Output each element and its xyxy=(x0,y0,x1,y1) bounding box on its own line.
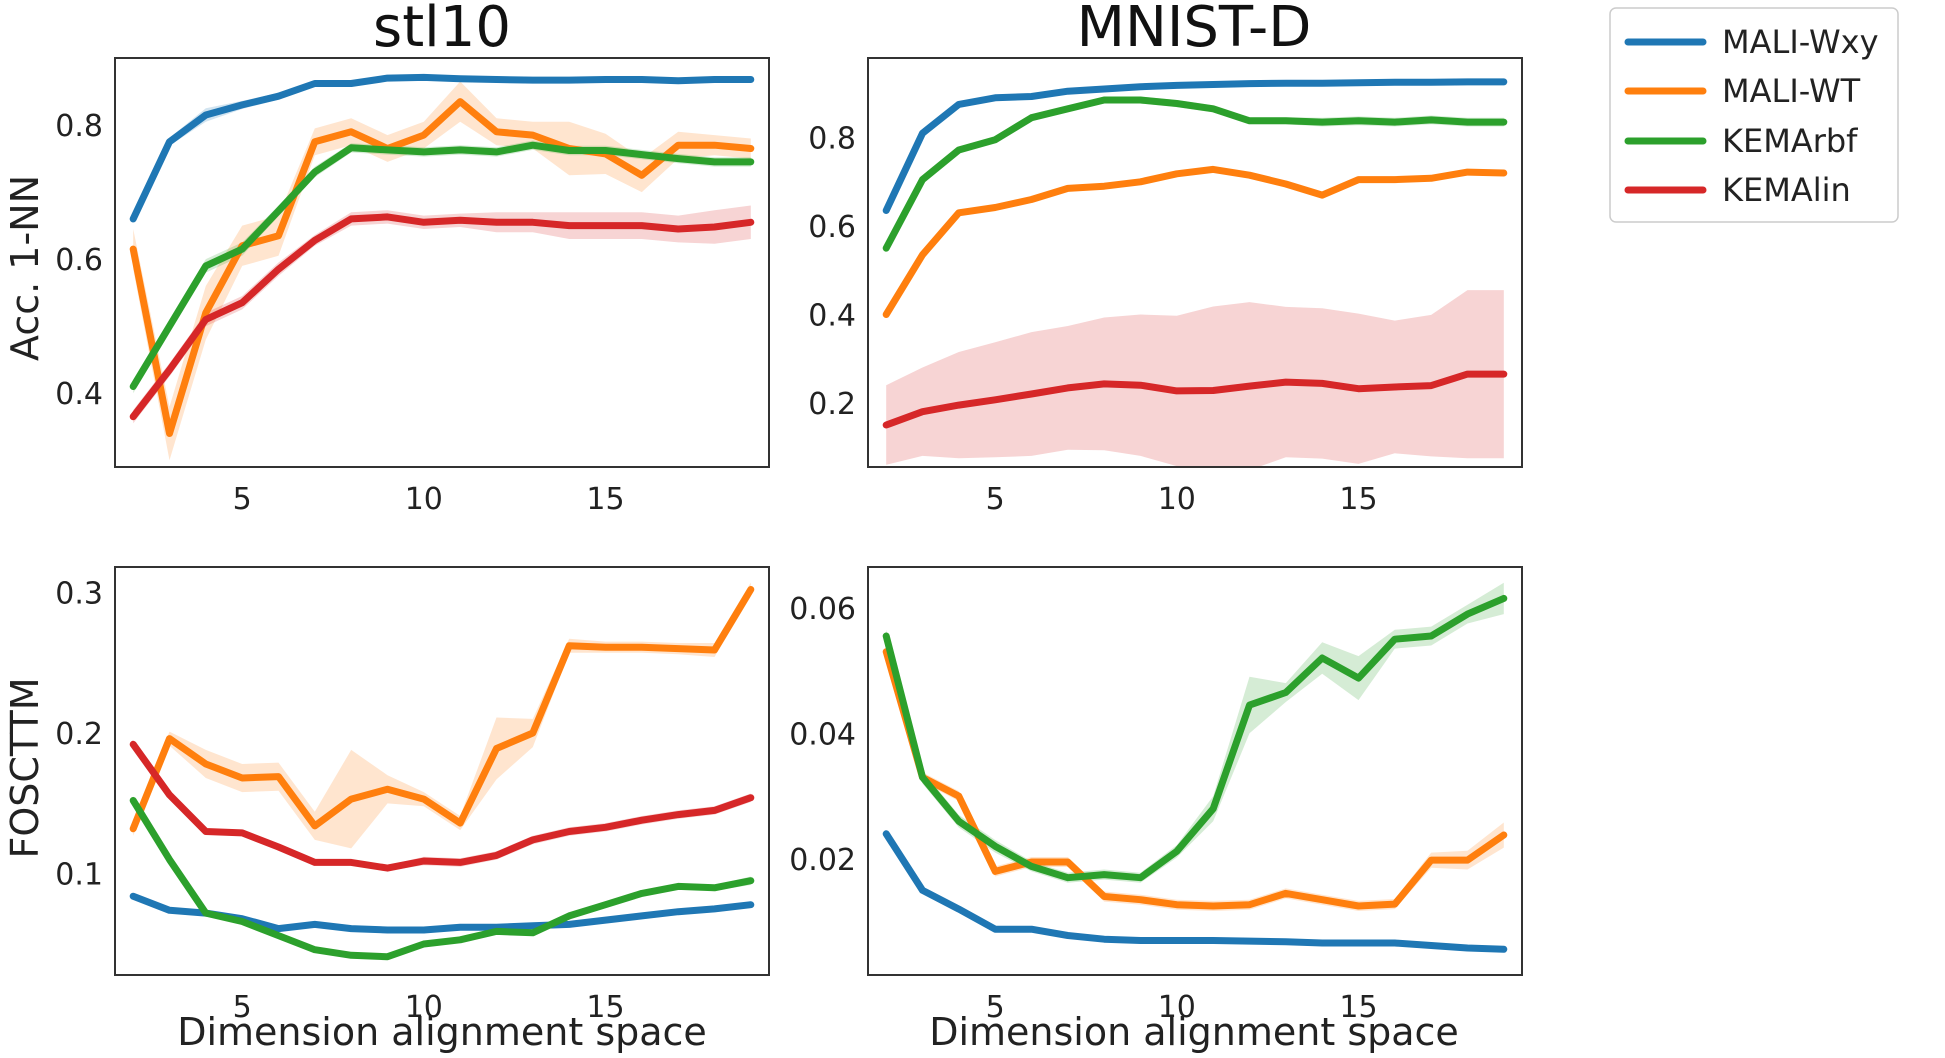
series-line-kemarbf xyxy=(129,141,755,390)
series-line-mali-wt xyxy=(129,98,755,437)
xlabel-left: Dimension alignment space xyxy=(177,1010,707,1054)
ylabel-foscttm: FOSCTTM xyxy=(3,678,47,859)
legend: MALI-Wxy MALI-WT KEMArbf KEMAlin xyxy=(1609,7,1899,223)
axes-frame xyxy=(867,566,1523,976)
y-tick-label: 0.8 xyxy=(55,109,103,144)
x-tick-label: 10 xyxy=(1158,482,1196,517)
panel-stl10-acc: 5 10 15 0.4 0.6 0.8 xyxy=(55,57,770,517)
plot-area xyxy=(882,78,1508,467)
title-mnist-d: MNIST-D xyxy=(1077,0,1312,60)
legend-label-mali-wxy: MALI-Wxy xyxy=(1722,23,1879,61)
band-mali-wxy xyxy=(886,831,1504,952)
legend-item-kemalin: KEMAlin xyxy=(1624,171,1851,209)
axes-frame xyxy=(114,57,770,468)
series-line-mali-wt xyxy=(882,648,1508,910)
series-line-kemarbf xyxy=(882,96,1508,252)
y-tick-label: 0.6 xyxy=(55,243,103,278)
series-line-mali-wxy xyxy=(882,830,1508,953)
axes-frame xyxy=(114,566,770,976)
y-tick-label: 0.4 xyxy=(808,299,856,334)
y-tick-label: 0.8 xyxy=(808,122,856,157)
x-tick-label: 15 xyxy=(1339,990,1377,1025)
panel-mnistd-acc: 5 10 15 0.2 0.4 0.6 0.8 xyxy=(808,57,1523,517)
legend-item-kemarbf: KEMArbf xyxy=(1624,122,1858,160)
series-line-mali-wt xyxy=(129,586,755,833)
plot-area xyxy=(882,582,1508,953)
y-tick-label: 0.02 xyxy=(789,843,856,878)
legend-item-mali-wxy: MALI-Wxy xyxy=(1624,23,1879,61)
band-mali-wt xyxy=(886,166,1504,318)
legend-label-kemarbf: KEMArbf xyxy=(1722,122,1858,160)
y-tick-label: 0.2 xyxy=(55,717,103,752)
y-tick-label: 0.06 xyxy=(789,592,856,627)
x-tick-label: 5 xyxy=(986,990,1005,1025)
series-line-kemarbf xyxy=(882,594,1508,882)
legend-label-kemalin: KEMAlin xyxy=(1722,171,1851,209)
series-line-mali-wxy xyxy=(129,892,755,934)
y-tick-label: 0.3 xyxy=(55,576,103,611)
xlabel-right: Dimension alignment space xyxy=(929,1010,1459,1054)
series-line-kemarbf xyxy=(129,797,755,961)
legend-box xyxy=(1609,7,1899,223)
band-kemarbf xyxy=(886,582,1504,883)
y-tick-label: 0.6 xyxy=(808,210,856,245)
title-stl10: stl10 xyxy=(373,0,511,60)
series-line-kemalin xyxy=(882,370,1508,429)
x-tick-label: 15 xyxy=(586,990,624,1025)
series-line-kemalin xyxy=(129,740,755,872)
legend-label-mali-wt: MALI-WT xyxy=(1722,72,1861,110)
panel-stl10-foscttm: 5 10 15 0.1 0.2 0.3 xyxy=(55,566,770,1025)
series-line-mali-wt xyxy=(882,165,1508,318)
series-line-kemalin xyxy=(129,213,755,421)
x-tick-label: 10 xyxy=(405,990,443,1025)
plot-area xyxy=(129,582,755,961)
x-tick-label: 10 xyxy=(405,482,443,517)
band-kemalin xyxy=(886,290,1504,467)
y-tick-label: 0.04 xyxy=(789,717,856,752)
x-tick-label: 15 xyxy=(1339,482,1377,517)
x-tick-label: 15 xyxy=(586,482,624,517)
plot-area xyxy=(129,73,755,461)
x-tick-label: 5 xyxy=(233,990,252,1025)
x-tick-label: 10 xyxy=(1158,990,1196,1025)
band-kemalin xyxy=(133,205,751,424)
y-tick-label: 0.2 xyxy=(808,387,856,422)
band-mali-wt xyxy=(886,646,1504,911)
x-tick-label: 5 xyxy=(986,482,1005,517)
axes-frame xyxy=(867,57,1523,468)
ylabel-acc: Acc. 1-NN xyxy=(3,175,47,361)
series-line-mali-wxy xyxy=(129,73,755,223)
y-tick-label: 0.4 xyxy=(55,377,103,412)
x-tick-label: 5 xyxy=(233,482,252,517)
legend-item-mali-wt: MALI-WT xyxy=(1624,72,1861,110)
series-line-mali-wxy xyxy=(882,78,1508,214)
y-tick-label: 0.1 xyxy=(55,858,103,893)
panel-mnistd-foscttm: 5 10 15 0.02 0.04 0.06 xyxy=(789,566,1523,1025)
